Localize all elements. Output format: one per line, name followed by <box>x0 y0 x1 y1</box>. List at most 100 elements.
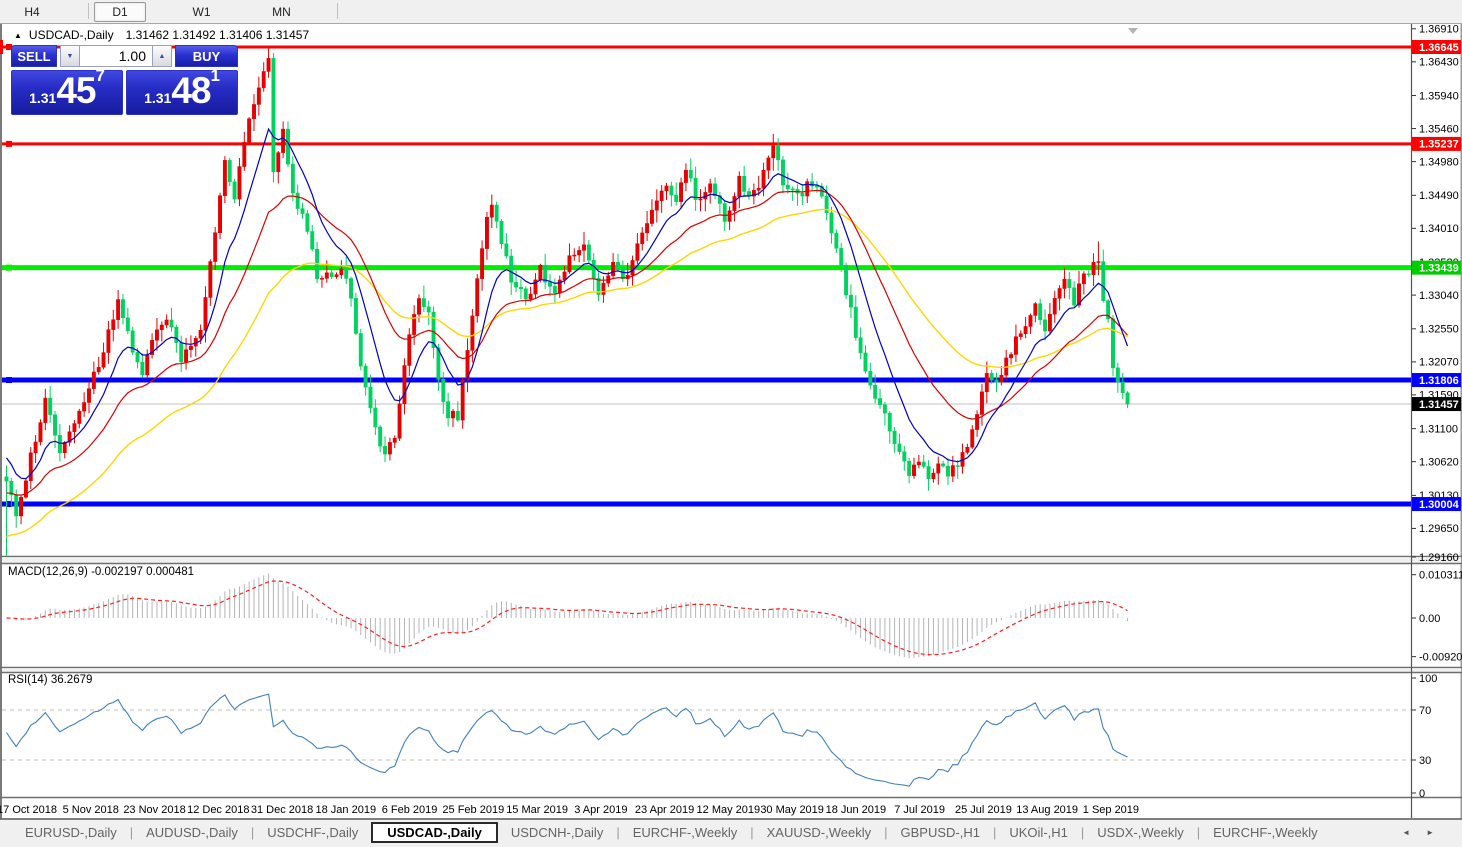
buy-button[interactable]: BUY <box>175 45 238 67</box>
tab-separator: | <box>884 824 888 840</box>
timeframe-button-h4[interactable]: H4 <box>24 5 40 19</box>
timeframe-button-mn[interactable]: MN <box>272 5 291 19</box>
svg-text:1.31457: 1.31457 <box>1419 399 1459 411</box>
svg-text:1.33040: 1.33040 <box>1419 290 1459 302</box>
svg-text:1.29160: 1.29160 <box>1419 552 1459 564</box>
sell-price-panel[interactable]: 1.31457 <box>11 66 123 115</box>
svg-text:25 Feb 2019: 25 Feb 2019 <box>442 804 504 816</box>
chart-title-ohlc: 1.31462 1.31492 1.31406 1.31457 <box>125 28 310 42</box>
svg-text:1 Sep 2019: 1 Sep 2019 <box>1083 804 1139 816</box>
svg-text:1.36430: 1.36430 <box>1419 57 1459 69</box>
svg-text:1.35237: 1.35237 <box>1419 139 1459 151</box>
time-axis[interactable]: 17 Oct 2018 5 Nov 2018 23 Nov 2018 12 Dec 2… <box>0 804 1139 816</box>
tab-separator: | <box>1080 824 1085 840</box>
svg-text:1.33439: 1.33439 <box>1419 262 1459 274</box>
volume-decrease-icon[interactable]: ▼ <box>60 45 80 67</box>
svg-text:1.34010: 1.34010 <box>1419 223 1459 235</box>
svg-text:31 Dec 2018: 31 Dec 2018 <box>251 804 313 816</box>
svg-text:7 Jul 2019: 7 Jul 2019 <box>894 804 945 816</box>
svg-text:70: 70 <box>1419 705 1431 717</box>
svg-text:1.31100: 1.31100 <box>1419 423 1458 435</box>
tab-separator: | <box>129 824 134 840</box>
buy-price-panel[interactable]: 1.31481 <box>126 66 238 115</box>
moving-average-lines <box>6 127 1129 538</box>
svg-text:0.00: 0.00 <box>1419 613 1440 625</box>
toolbar-separator <box>337 3 338 19</box>
chart-tab-usdx-weekly[interactable]: USDX-,Weekly <box>1097 824 1184 840</box>
volume-input[interactable] <box>80 45 152 67</box>
chart-tab-usdcad-daily[interactable]: USDCAD-,Daily <box>371 821 498 843</box>
svg-text:13 Aug 2019: 13 Aug 2019 <box>1016 804 1078 816</box>
chart-tab-bar: EURUSD-,Daily | AUDUSD-,Daily | USDCHF-,Dail… <box>0 819 1462 847</box>
chart-tab-ukoil-h1[interactable]: UKOil-,H1 <box>1009 824 1068 840</box>
svg-text:1.29650: 1.29650 <box>1419 523 1459 535</box>
tab-scroll-left-icon[interactable]: ◄ <box>1402 828 1410 837</box>
buy-price: 1.31481 <box>144 66 220 111</box>
chart-title-symbol: USDCAD-,Daily <box>28 28 114 42</box>
svg-text:6 Feb 2019: 6 Feb 2019 <box>382 804 438 816</box>
macd-axis: 0.010311 0.00 -0.009203 <box>1412 569 1462 663</box>
svg-text:23 Nov 2018: 23 Nov 2018 <box>123 804 185 816</box>
rsi-indicator-label: RSI(14) 36.2679 <box>8 674 93 686</box>
timeframe-toolbar: H4 D1 W1 MN <box>0 0 1462 24</box>
tab-separator: | <box>750 824 754 840</box>
rsi-axis: 100 70 30 0 <box>1412 673 1437 800</box>
svg-text:0.010311: 0.010311 <box>1419 569 1462 581</box>
chart-tab-audusd-daily[interactable]: AUDUSD-,Daily <box>146 824 238 840</box>
chart-tab-xauusd-weekly[interactable]: XAUUSD-,Weekly <box>766 824 872 840</box>
volume-increase-icon[interactable]: ▲ <box>152 45 172 67</box>
line-drag-marker <box>0 40 3 54</box>
svg-text:1.32070: 1.32070 <box>1419 357 1459 369</box>
chart-tab-usdchf-daily[interactable]: USDCHF-,Daily <box>267 824 359 840</box>
price-axis[interactable]: 1.36910 1.36430 1.35940 1.35460 1.34980 1.344… <box>1412 24 1461 564</box>
svg-text:1.30004: 1.30004 <box>1419 499 1460 511</box>
collapse-triangle-icon: ▲ <box>14 31 22 40</box>
chart-title: ▲ USDCAD-,Daily 1.31462 1.31492 1.31406 1.… <box>14 28 309 42</box>
tab-separator: | <box>616 824 620 840</box>
svg-text:1.32550: 1.32550 <box>1419 324 1459 336</box>
svg-text:15 Mar 2019: 15 Mar 2019 <box>506 804 568 816</box>
chart-tab-gbpusd-h1[interactable]: GBPUSD-,H1 <box>900 824 980 840</box>
toolbar-separator <box>88 3 89 19</box>
tab-scroll-right-icon[interactable]: ► <box>1426 828 1434 837</box>
chart-tab-eurchf-weekly[interactable]: EURCHF-,Weekly <box>1213 824 1318 840</box>
tab-separator: | <box>1196 824 1201 840</box>
svg-text:30 May 2019: 30 May 2019 <box>760 804 824 816</box>
sell-price: 1.31457 <box>29 66 105 111</box>
one-click-trade-widget: SELL ▼ ▲ BUY 1.31457 1.31481 <box>11 45 238 115</box>
svg-text:-0.009203: -0.009203 <box>1419 651 1462 663</box>
svg-text:1.30620: 1.30620 <box>1419 456 1459 468</box>
tab-separator: | <box>250 824 255 840</box>
macd-indicator-label: MACD(12,26,9) -0.002197 0.000481 <box>8 566 195 578</box>
timeframe-button-w1[interactable]: W1 <box>192 5 211 19</box>
rsi-line <box>2 693 1411 787</box>
chart-tab-eurusd-daily[interactable]: EURUSD-,Daily <box>25 824 117 840</box>
chart-shift-marker-icon[interactable] <box>1128 28 1138 34</box>
svg-text:1.36645: 1.36645 <box>1419 42 1459 54</box>
chart-tab-eurchf-weekly[interactable]: EURCHF-,Weekly <box>632 824 738 840</box>
svg-text:17 Oct 2018: 17 Oct 2018 <box>0 804 57 816</box>
svg-text:12 Dec 2018: 12 Dec 2018 <box>187 804 249 816</box>
svg-text:1.35940: 1.35940 <box>1419 90 1459 102</box>
chart-tab-strip: EURUSD-,Daily | AUDUSD-,Daily | USDCHF-,Dail… <box>12 820 1331 844</box>
tab-separator: | <box>992 824 997 840</box>
svg-text:25 Jul 2019: 25 Jul 2019 <box>955 804 1012 816</box>
sell-button[interactable]: SELL <box>11 45 57 67</box>
macd-histogram <box>6 573 1129 659</box>
svg-text:100: 100 <box>1419 673 1437 685</box>
svg-text:1.34490: 1.34490 <box>1419 190 1459 202</box>
svg-text:0: 0 <box>1419 788 1425 800</box>
svg-text:1.35460: 1.35460 <box>1419 123 1459 135</box>
svg-text:1.34980: 1.34980 <box>1419 156 1459 168</box>
chart-tab-usdcnh-daily[interactable]: USDCNH-,Daily <box>510 824 604 840</box>
volume-stepper: ▼ ▲ <box>60 45 172 67</box>
svg-text:5 Nov 2018: 5 Nov 2018 <box>63 804 119 816</box>
svg-text:3 Apr 2019: 3 Apr 2019 <box>574 804 627 816</box>
svg-text:30: 30 <box>1419 755 1431 767</box>
timeframe-button-d1[interactable]: D1 <box>94 2 146 22</box>
svg-text:12 May 2019: 12 May 2019 <box>697 804 761 816</box>
svg-text:23 Apr 2019: 23 Apr 2019 <box>635 804 694 816</box>
svg-text:1.36910: 1.36910 <box>1419 24 1459 36</box>
